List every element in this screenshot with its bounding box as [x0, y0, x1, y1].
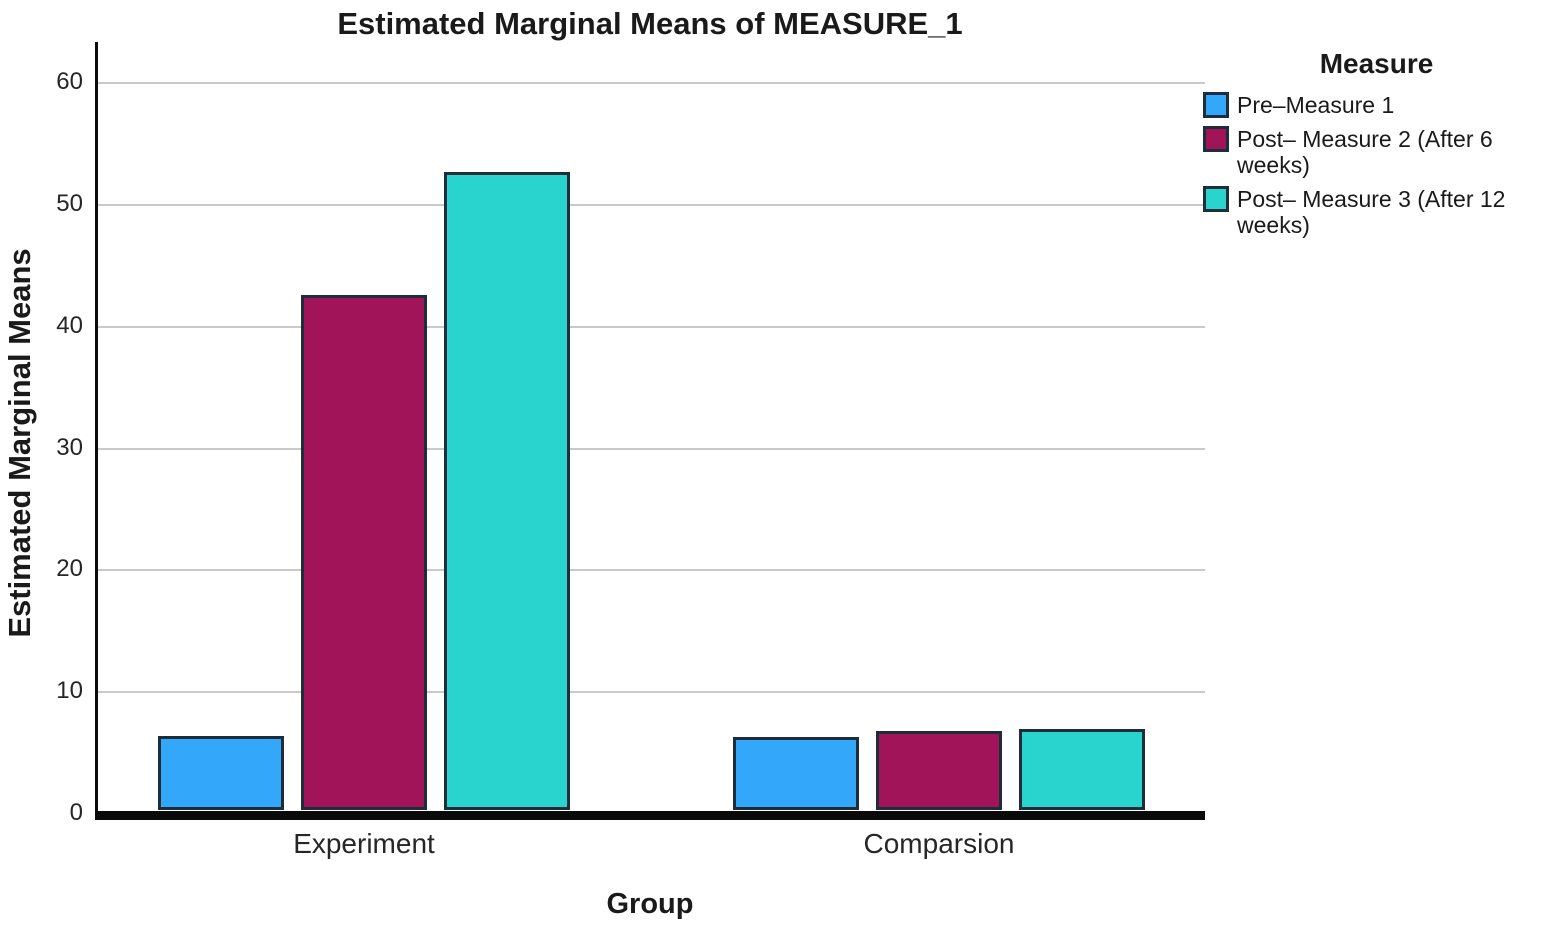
x-category-label-comparsion: Comparsion: [863, 828, 1015, 859]
gridline-40: [97, 325, 1205, 328]
legend-item-1: Pre–Measure 1: [1203, 92, 1550, 118]
bar-comparsion-series2: [876, 731, 1002, 810]
legend-item-2: Post– Measure 2 (After 6 weeks): [1203, 126, 1550, 178]
legend-item-3: Post– Measure 3 (After 12 weeks): [1203, 186, 1550, 238]
y-tick-label-20: 20: [56, 555, 83, 583]
y-tick-label-0: 0: [69, 799, 83, 826]
gridline-10: [97, 691, 1205, 694]
y-tick-label-60: 60: [56, 68, 83, 96]
bar-experiment-series3: [444, 172, 570, 810]
bar-experiment-series2: [301, 295, 427, 810]
y-tick-label-10: 10: [56, 677, 83, 705]
legend: Measure Pre–Measure 1 Post– Measure 2 (Af…: [1203, 48, 1550, 238]
chart-title: Estimated Marginal Means of MEASURE_1: [337, 6, 963, 41]
bar-experiment-series1: [158, 736, 284, 810]
bar-comparsion-series1: [733, 737, 859, 810]
x-axis-title: Group: [606, 888, 694, 920]
gridline-30: [97, 447, 1205, 450]
y-tick-label-30: 30: [56, 433, 83, 461]
legend-items: Pre–Measure 1 Post– Measure 2 (After 6 we…: [1203, 92, 1550, 238]
x-axis-line: [95, 811, 1205, 820]
legend-swatch-icon: [1203, 92, 1229, 118]
legend-label: Post– Measure 3 (After 12 weeks): [1237, 186, 1506, 238]
y-tick-label-40: 40: [56, 311, 83, 339]
legend-title: Measure: [1319, 48, 1434, 79]
legend-label: Post– Measure 2 (After 6 weeks): [1237, 126, 1493, 178]
gridline-20: [97, 569, 1205, 572]
legend-swatch-icon: [1203, 186, 1229, 212]
x-category-label-experiment: Experiment: [293, 828, 435, 859]
y-tick-label-50: 50: [56, 190, 83, 217]
bar-comparsion-series3: [1019, 728, 1145, 810]
gridline-50: [97, 204, 1205, 206]
y-axis-line: [95, 42, 98, 812]
gridline-60: [97, 82, 1205, 85]
legend-swatch-icon: [1203, 126, 1229, 152]
plot-area: [95, 42, 1205, 820]
legend-label: Pre–Measure 1: [1237, 92, 1395, 118]
